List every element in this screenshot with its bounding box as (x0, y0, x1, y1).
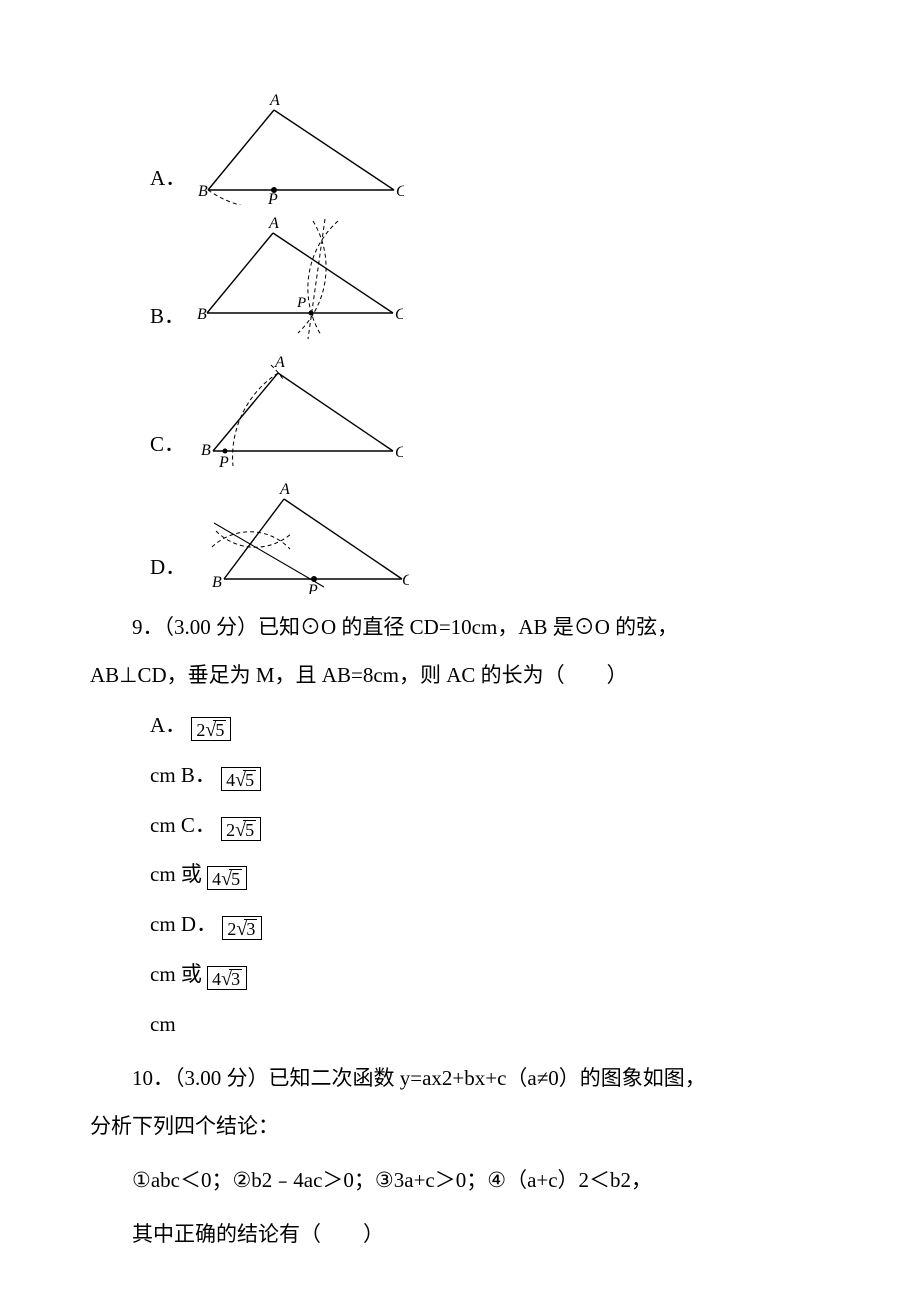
q9d-sqrt2: 4√3 (207, 966, 247, 990)
svg-text:P: P (307, 582, 318, 594)
q9-opt-c: cm C． 2√5 (150, 806, 830, 846)
option-c-label: C． (150, 425, 185, 471)
diagram-a: A B C P (194, 90, 404, 205)
q10-line3: ①abc＜0；②b2﹣4ac＞0；③3a+c＞0；④（a+c）2＜b2， (90, 1161, 830, 1201)
q9-line1: 9．（3.00 分）已知⊙O 的直径 CD=10cm，AB 是⊙O 的弦， (90, 608, 830, 648)
svg-text:C: C (402, 572, 409, 589)
svg-text:A: A (279, 481, 290, 498)
option-a-label: A． (150, 159, 186, 205)
q10-line1: 10．（3.00 分）已知二次函数 y=ax2+bx+c（a≠0）的图象如图， (90, 1059, 830, 1099)
q10-line4: 其中正确的结论有（ ） (90, 1215, 830, 1255)
svg-text:C: C (396, 183, 404, 200)
q9-opt-b: cm B． 4√5 (150, 756, 830, 796)
q9b-pre: cm B． (150, 763, 216, 787)
q9c-pre: cm C． (150, 813, 216, 837)
svg-text:P: P (296, 295, 306, 311)
svg-text:A: A (274, 354, 285, 371)
q9a-pre: A． (150, 713, 186, 737)
q9-opt-a: A． 2√5 (150, 706, 830, 746)
q9c-sqrt1: 2√5 (221, 817, 261, 841)
svg-text:P: P (218, 454, 229, 471)
q9d-sqrt1: 2√3 (222, 916, 262, 940)
q9-line2: AB⊥CD，垂足为 M，且 AB=8cm，则 AC 的长为（ ） (90, 656, 830, 696)
q9-opt-c-or: cm 或 4√5 (150, 855, 830, 895)
q9d-pre: cm D． (150, 912, 217, 936)
svg-text:B: B (201, 442, 211, 459)
option-d-label: D． (150, 548, 186, 594)
q10-line2: 分析下列四个结论： (90, 1107, 830, 1147)
diagram-b: A B C P (193, 213, 403, 343)
svg-text:C: C (395, 444, 403, 461)
diagram-d: A B C P (194, 479, 409, 594)
q9d-or: cm 或 (150, 962, 207, 986)
diagram-c: A B C P (193, 351, 403, 471)
q9-tail: cm (150, 1005, 830, 1045)
q9b-sqrt: 4√5 (221, 767, 261, 791)
option-b-label: B． (150, 297, 185, 343)
svg-text:P: P (267, 191, 278, 205)
svg-text:A: A (269, 92, 280, 109)
q9-opt-d-or: cm 或 4√3 (150, 955, 830, 995)
svg-text:B: B (197, 306, 207, 323)
svg-text:C: C (395, 306, 403, 323)
q9a-sqrt: 2√5 (191, 717, 231, 741)
q9c-sqrt2: 4√5 (207, 866, 247, 890)
q9-opt-d: cm D． 2√3 (150, 905, 830, 945)
svg-text:B: B (212, 574, 222, 591)
svg-text:B: B (198, 183, 208, 200)
q9c-or: cm 或 (150, 862, 207, 886)
svg-text:A: A (268, 215, 279, 232)
